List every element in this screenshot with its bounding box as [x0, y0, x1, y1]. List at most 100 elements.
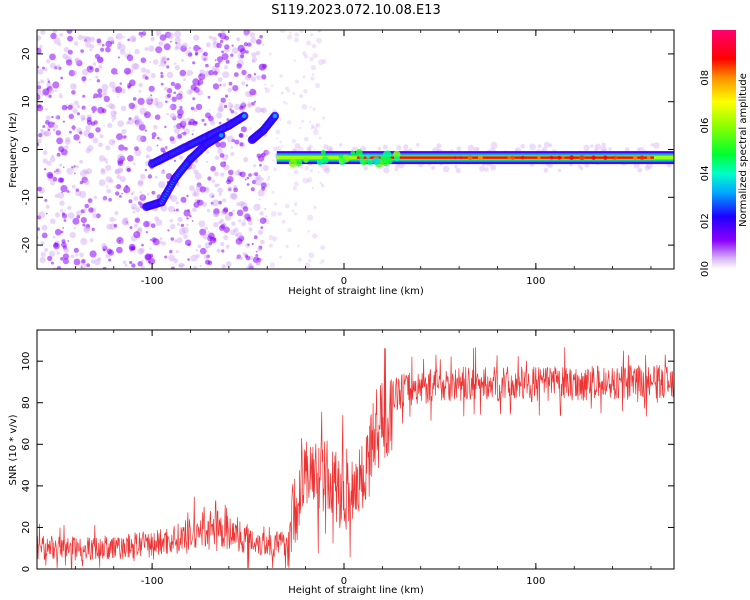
heat-steady-trace — [350, 150, 356, 156]
heat-steady-trace — [467, 155, 473, 160]
heat-noise — [128, 199, 133, 204]
heat-noise — [100, 167, 106, 173]
heat-noise — [249, 94, 252, 97]
heat-noise — [37, 80, 41, 85]
heat-noise — [69, 232, 76, 239]
heat-noise — [49, 156, 56, 162]
heat-noise — [80, 266, 83, 269]
heat-noise — [139, 194, 146, 201]
heat-noise — [67, 240, 70, 242]
heat-noise — [227, 186, 233, 191]
heat-noise — [43, 132, 47, 136]
heat-noise — [234, 111, 238, 115]
heat-steady-trace — [436, 143, 442, 149]
heat-noise — [82, 223, 86, 227]
heat-noise — [246, 183, 250, 186]
heat-steady-trace — [456, 146, 462, 152]
heat-noise — [52, 176, 58, 182]
heat-noise — [106, 188, 112, 194]
heat-noise — [245, 265, 252, 269]
heat-noise — [195, 248, 199, 252]
heat-noise — [173, 91, 176, 95]
heat-noise — [211, 36, 217, 42]
spectrogram-y-tick-label: 20 — [21, 48, 32, 61]
heat-noise — [176, 184, 180, 187]
heat-noise — [56, 64, 61, 69]
heat-noise — [162, 58, 166, 62]
heat-noise — [106, 223, 113, 230]
heat-noise — [127, 155, 134, 162]
heat-noise — [155, 101, 163, 109]
heat-noise — [135, 207, 141, 213]
heat-noise — [186, 217, 189, 220]
heat-steady-trace — [603, 155, 608, 160]
heat-noise — [169, 219, 173, 223]
heat-noise — [306, 40, 312, 46]
heat-noise — [105, 164, 112, 171]
snr-y-tick-label: 60 — [21, 438, 32, 451]
heat-steady-trace — [647, 155, 651, 160]
heat-noise — [144, 47, 149, 51]
heat-noise — [254, 100, 257, 103]
heat-noise — [231, 193, 238, 200]
heat-noise — [286, 89, 291, 93]
heat-noise — [294, 181, 299, 187]
heat-noise — [73, 258, 81, 266]
snr-y-tick-label: 100 — [21, 352, 32, 371]
heat-steady-trace — [377, 146, 382, 151]
heat-noise — [258, 245, 263, 250]
heat-noise — [301, 119, 304, 123]
colorbar-label: Normalized spectral amplitude — [738, 73, 749, 227]
heat-noise — [37, 65, 40, 69]
heat-noise — [71, 125, 76, 130]
heat-noise — [245, 134, 248, 137]
heat-noise — [311, 126, 314, 129]
heat-steady-trace — [591, 155, 596, 160]
heat-noise — [170, 195, 178, 202]
heat-noise — [230, 109, 235, 114]
heat-noise — [158, 181, 166, 189]
heat-noise — [228, 211, 233, 217]
heat-steady-trace — [490, 141, 498, 149]
heat-noise — [92, 137, 99, 144]
heat-noise — [275, 137, 278, 140]
heat-noise — [95, 75, 99, 79]
heat-noise — [217, 148, 223, 155]
heat-noise — [200, 247, 207, 255]
heat-steady-trace — [339, 143, 343, 147]
heat-noise — [173, 209, 176, 212]
heat-noise — [240, 54, 245, 59]
heat-noise — [50, 261, 54, 265]
heat-noise — [88, 207, 94, 213]
heat-noise — [294, 37, 299, 43]
heat-noise — [150, 73, 156, 79]
heat-noise — [40, 93, 44, 97]
heat-noise — [116, 72, 118, 75]
heat-noise — [160, 56, 168, 64]
heat-noise — [291, 209, 295, 213]
heat-noise — [253, 203, 261, 211]
heat-noise — [63, 46, 70, 53]
heat-noise — [117, 96, 119, 98]
heat-noise — [193, 201, 200, 208]
heat-noise — [163, 61, 167, 64]
heat-noise — [140, 265, 145, 269]
heat-noise — [40, 241, 45, 246]
heat-noise — [140, 35, 143, 38]
heat-noise — [83, 226, 90, 234]
heat-noise — [158, 137, 163, 142]
heat-noise — [217, 32, 222, 37]
heat-noise — [243, 107, 246, 110]
heat-noise — [145, 60, 148, 63]
heat-noise — [248, 265, 254, 269]
heat-noise — [213, 70, 218, 76]
heat-noise — [175, 208, 179, 212]
heat-noise — [79, 252, 84, 258]
heat-steady-trace — [356, 156, 654, 159]
snr-y-tick-label: 80 — [21, 396, 32, 409]
heat-noise — [65, 59, 73, 66]
heat-noise — [112, 119, 114, 122]
heat-noise — [37, 138, 42, 144]
heat-noise — [213, 212, 219, 217]
heat-noise — [222, 83, 227, 87]
